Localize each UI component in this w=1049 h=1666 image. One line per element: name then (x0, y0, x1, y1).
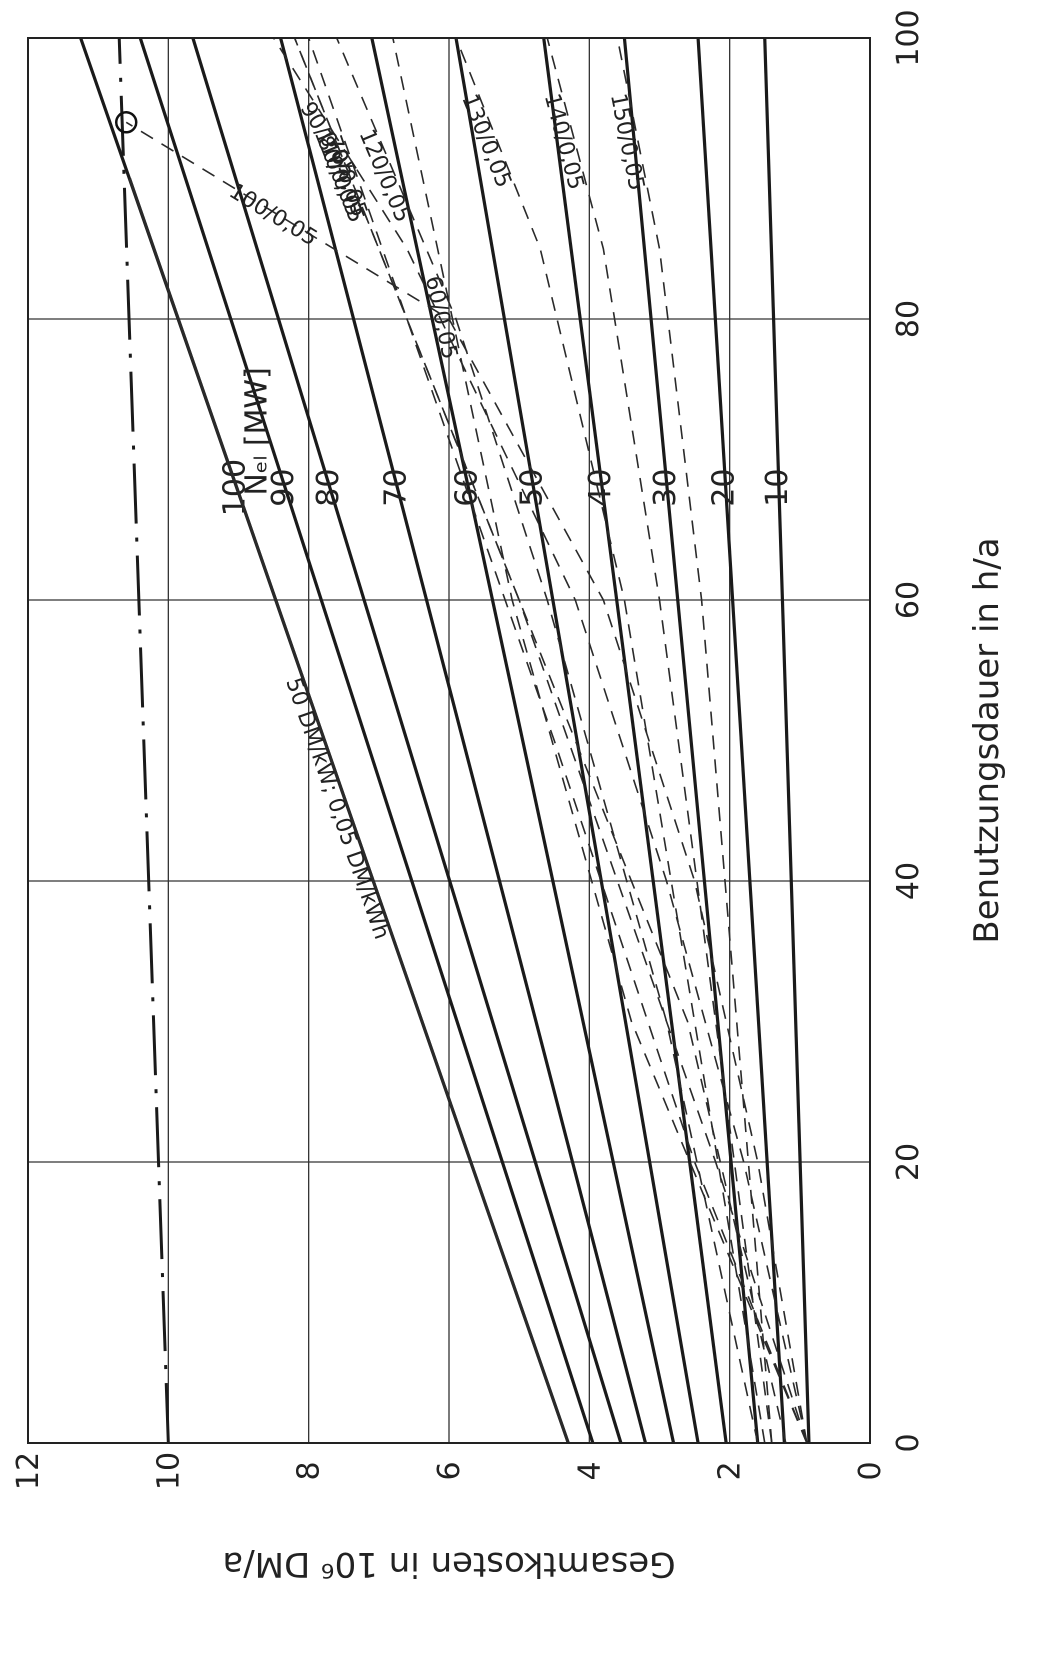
series-line-10 (763, 37, 811, 1444)
axis-labels: Benutzungsdauer in h/a Gesamtkosten in 1… (222, 367, 1007, 1584)
x-tick-label: 40 (891, 862, 926, 900)
scenario-curve (392, 37, 808, 1444)
scenario-curve (128, 178, 570, 1444)
series-line-60 (370, 37, 676, 1444)
series-label: 20 (707, 469, 742, 507)
series-line-30 (622, 37, 760, 1444)
x-tick-label: 60 (891, 581, 926, 619)
highlight-point (114, 111, 138, 134)
scenario-curve (546, 37, 773, 1444)
scenario-curve (125, 121, 808, 1444)
y-tick-label: 8 (292, 1461, 327, 1480)
series-label: 10 (760, 469, 795, 507)
y-tick-label: 6 (432, 1461, 467, 1480)
y-tick-label: 2 (713, 1461, 748, 1480)
plot-frame (27, 37, 871, 1444)
series-label: 90 (266, 469, 301, 507)
y-tick-label: 12 (11, 1452, 46, 1490)
y-tick-label: 10 (151, 1452, 186, 1490)
series-label: 100 (218, 459, 253, 516)
group-label: Nₑₗ [MW] (240, 367, 275, 495)
y-axis-label: Gesamtkosten in 10⁶ DM/a (222, 1544, 675, 1584)
series-line-90 (138, 37, 595, 1444)
scenario-curve (335, 37, 759, 1444)
x-tick-label: 20 (891, 1143, 926, 1181)
series-label: 30 (648, 469, 683, 507)
series-line-50 (454, 37, 700, 1444)
x-axis-label: Benutzungsdauer in h/a (967, 537, 1007, 943)
x-tick-label: 100 (891, 9, 926, 66)
scenario-curve (272, 37, 808, 1444)
series-line-40 (542, 37, 728, 1444)
series-label: 40 (583, 469, 618, 507)
x-tick-label: 80 (891, 300, 926, 338)
scenario-curve (293, 37, 787, 1444)
y-tick-label: 0 (853, 1461, 888, 1480)
series-label: 70 (378, 469, 413, 507)
series-label: 50 (514, 469, 549, 507)
scenario-curve (616, 37, 773, 1444)
scenario-curve (307, 37, 808, 1444)
tick-labels: 0 2 4 6 8 10 12 0 20 40 60 80 100 (11, 9, 926, 1490)
y-tick-label: 4 (572, 1461, 607, 1480)
x-tick-label: 0 (891, 1433, 926, 1452)
series-label: 80 (311, 469, 346, 507)
series-line-20 (696, 37, 786, 1444)
series-line-reference (117, 37, 170, 1444)
series-line-80 (191, 37, 623, 1444)
series-line-70 (279, 37, 648, 1444)
